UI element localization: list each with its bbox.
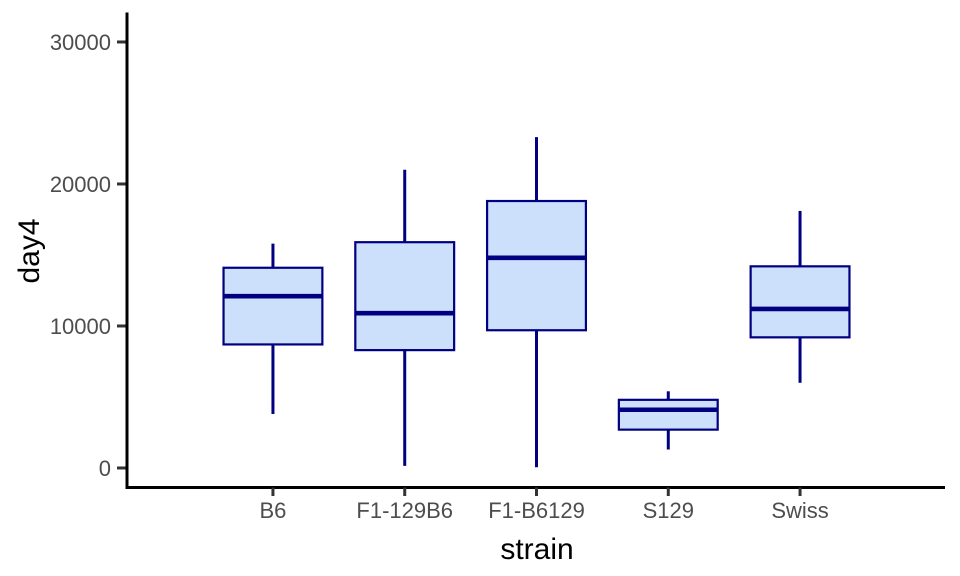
x-tick-label: S129 (643, 498, 694, 523)
iqr-box (617, 398, 719, 431)
y-tick-label: 20000 (50, 172, 111, 197)
iqr-box (485, 199, 588, 332)
iqr-box (354, 241, 456, 352)
iqr-box (749, 265, 851, 339)
x-tick-label: Swiss (771, 498, 828, 523)
x-axis-title: strain (500, 533, 574, 566)
y-axis-title: day4 (13, 218, 46, 284)
x-tick-label: B6 (259, 498, 286, 523)
x-tick-label: F1-B6129 (488, 498, 585, 523)
y-tick-label: 10000 (50, 314, 111, 339)
y-tick-label: 0 (99, 456, 111, 481)
iqr-box (222, 266, 324, 346)
x-tick-label: F1-129B6 (356, 498, 453, 523)
y-tick-label: 30000 (50, 30, 111, 55)
